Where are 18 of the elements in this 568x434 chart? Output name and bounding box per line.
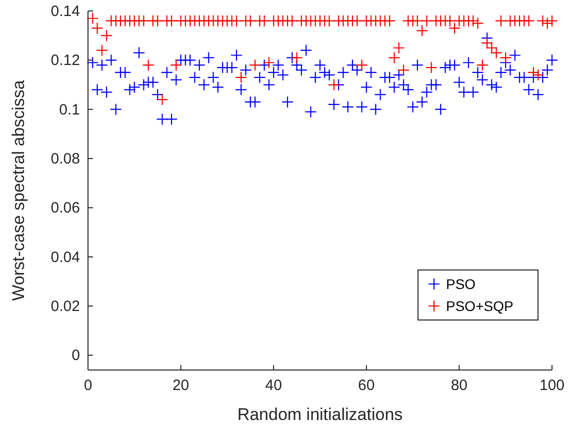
legend-label: PSO+SQP	[446, 298, 514, 314]
y-tick-label: 0.02	[50, 298, 80, 316]
x-tick-label: 60	[358, 377, 375, 394]
y-tick-label: 0	[72, 347, 80, 364]
x-tick-label: 0	[84, 377, 92, 394]
y-tick-label: 0.14	[50, 3, 80, 20]
y-tick-label: 0.1	[59, 101, 80, 118]
y-tick-label: 0.12	[50, 52, 80, 70]
x-tick-label: 80	[450, 377, 468, 394]
y-tick-label: 0.08	[50, 150, 80, 168]
x-tick-label: 20	[172, 377, 190, 394]
legend-label: PSO	[446, 276, 476, 292]
x-axis-title: Random initializations	[237, 405, 403, 424]
y-tick-label: 0.04	[50, 248, 80, 266]
y-tick-label: 0.06	[50, 200, 80, 217]
x-tick-label: 40	[265, 377, 282, 394]
x-tick-label: 100	[539, 377, 565, 394]
y-axis-title: Worst-case spectral abscissa	[9, 80, 28, 301]
